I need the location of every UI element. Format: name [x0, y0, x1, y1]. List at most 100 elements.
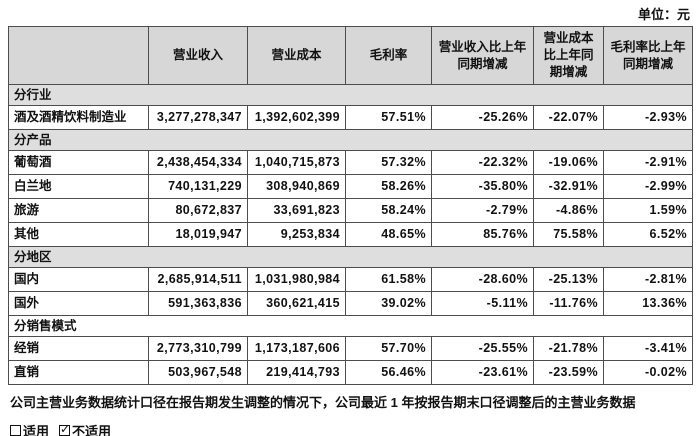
section-row: 分产品: [8, 129, 693, 151]
value-cell: 18,019,947: [148, 222, 248, 247]
value-cell: -19.06%: [533, 150, 604, 175]
not-applicable-checkbox-icon: ✓: [59, 421, 71, 436]
table-row: 直销 503,967,548 219,414,793 56.46% -23.61% -23…: [8, 360, 693, 385]
value-cell: 61.58%: [345, 267, 432, 292]
unit-label: 单位：元: [637, 7, 690, 22]
section-header-label: 分产品: [8, 129, 693, 151]
value-cell: -2.79%: [431, 198, 534, 223]
value-cell: 2,685,914,511: [148, 267, 248, 292]
col-header-cost: 营业成本: [247, 26, 346, 85]
table-row: 白兰地 740,131,229 308,940,869 58.26% -35.80% -3…: [8, 174, 693, 199]
row-label: 国内: [8, 267, 149, 292]
value-cell: 85.76%: [431, 222, 534, 247]
table-row: 国外 591,363,836 360,621,415 39.02% -5.11% -11.…: [8, 291, 693, 316]
section-row: 分地区: [8, 246, 693, 268]
value-cell: -3.41%: [603, 336, 693, 361]
not-applicable-option: ✓ 不适用: [59, 421, 111, 436]
section-header-label: 分销售模式: [8, 315, 693, 337]
value-cell: 1,173,187,606: [247, 336, 346, 361]
value-cell: 1,031,980,984: [247, 267, 346, 292]
value-cell: -0.02%: [603, 360, 693, 385]
col-header-gross-margin: 毛利率: [345, 26, 432, 85]
value-cell: 360,621,415: [247, 291, 346, 316]
value-cell: -5.11%: [431, 291, 534, 316]
section-header-label: 分地区: [8, 246, 693, 268]
value-cell: 56.46%: [345, 360, 432, 385]
section-row: 分销售模式: [8, 315, 693, 337]
applicable-option: 适用: [10, 421, 49, 436]
value-cell: -35.80%: [431, 174, 534, 199]
table-row: 旅游 80,672,837 33,691,823 58.24% -2.79% -4.86%…: [8, 198, 693, 223]
check-mark-icon: ✓: [60, 421, 71, 436]
col-header-category: [8, 26, 149, 85]
value-cell: -2.93%: [603, 105, 693, 130]
col-header-cost-yoy: 营业成本比上年同期增减: [533, 26, 604, 85]
value-cell: 2,438,454,334: [148, 150, 248, 175]
value-cell: -22.07%: [533, 105, 604, 130]
row-label: 其他: [8, 222, 149, 247]
value-cell: -21.78%: [533, 336, 604, 361]
col-header-revenue-yoy: 营业收入比上年同期增减: [431, 26, 534, 85]
value-cell: -25.13%: [533, 267, 604, 292]
value-cell: 80,672,837: [148, 198, 248, 223]
value-cell: 6.52%: [603, 222, 693, 247]
value-cell: -28.60%: [431, 267, 534, 292]
col-header-margin-yoy: 毛利率比上年同期增减: [603, 26, 693, 85]
value-cell: 308,940,869: [247, 174, 346, 199]
value-cell: -25.26%: [431, 105, 534, 130]
value-cell: 75.58%: [533, 222, 604, 247]
value-cell: -4.86%: [533, 198, 604, 223]
value-cell: -2.99%: [603, 174, 693, 199]
value-cell: -32.91%: [533, 174, 604, 199]
row-label: 白兰地: [8, 174, 149, 199]
value-cell: 57.51%: [345, 105, 432, 130]
value-cell: -23.59%: [533, 360, 604, 385]
section-header-label: 分行业: [8, 84, 693, 106]
table-row: 经销 2,773,310,799 1,173,187,606 57.70% -25.55…: [8, 336, 693, 361]
table-row: 其他 18,019,947 9,253,834 48.65% 85.76% 75.58% 6…: [8, 222, 693, 247]
not-applicable-label: 不适用: [72, 423, 112, 436]
value-cell: 219,414,793: [247, 360, 346, 385]
value-cell: 33,691,823: [247, 198, 346, 223]
value-cell: 1,392,602,399: [247, 105, 346, 130]
table-body: 分行业 酒及酒精饮料制造业 3,277,278,347 1,392,602,399 57…: [8, 84, 693, 385]
row-label: 酒及酒精饮料制造业: [8, 105, 149, 130]
value-cell: 1.59%: [603, 198, 693, 223]
table-row: 酒及酒精饮料制造业 3,277,278,347 1,392,602,399 57.51…: [8, 105, 693, 130]
col-header-revenue: 营业收入: [148, 26, 248, 85]
table-row: 葡萄酒 2,438,454,334 1,040,715,873 57.32% -22.3…: [8, 150, 693, 175]
value-cell: 3,277,278,347: [148, 105, 248, 130]
value-cell: 1,040,715,873: [247, 150, 346, 175]
value-cell: 9,253,834: [247, 222, 346, 247]
value-cell: 503,967,548: [148, 360, 248, 385]
table-header: 营业收入 营业成本 毛利率 营业收入比上年同期增减 营业成本比上年同期增减 毛利…: [8, 26, 693, 85]
row-label: 国外: [8, 291, 149, 316]
value-cell: -25.55%: [431, 336, 534, 361]
value-cell: 2,773,310,799: [148, 336, 248, 361]
value-cell: 39.02%: [345, 291, 432, 316]
row-label: 葡萄酒: [8, 150, 149, 175]
value-cell: -22.32%: [431, 150, 534, 175]
applicable-label: 适用: [23, 423, 50, 436]
row-label: 旅游: [8, 198, 149, 223]
row-label: 经销: [8, 336, 149, 361]
value-cell: 57.32%: [345, 150, 432, 175]
value-cell: 13.36%: [603, 291, 693, 316]
applicability-line: 适用 ✓ 不适用: [10, 421, 700, 436]
table-row: 国内 2,685,914,511 1,031,980,984 61.58% -28.60…: [8, 267, 693, 292]
value-cell: -11.76%: [533, 291, 604, 316]
value-cell: 591,363,836: [148, 291, 248, 316]
value-cell: 58.26%: [345, 174, 432, 199]
table-header-row: 营业收入 营业成本 毛利率 营业收入比上年同期增减 营业成本比上年同期增减 毛利…: [8, 26, 693, 85]
value-cell: -2.81%: [603, 267, 693, 292]
row-label: 直销: [8, 360, 149, 385]
value-cell: 740,131,229: [148, 174, 248, 199]
value-cell: 48.65%: [345, 222, 432, 247]
value-cell: -23.61%: [431, 360, 534, 385]
value-cell: 57.70%: [345, 336, 432, 361]
applicable-checkbox-icon: [10, 424, 21, 436]
value-cell: -2.91%: [603, 150, 693, 175]
value-cell: 58.24%: [345, 198, 432, 223]
footnote-text: 公司主营业务数据统计口径在报告期发生调整的情况下，公司最近 1 年按报告期末口径…: [10, 395, 636, 410]
